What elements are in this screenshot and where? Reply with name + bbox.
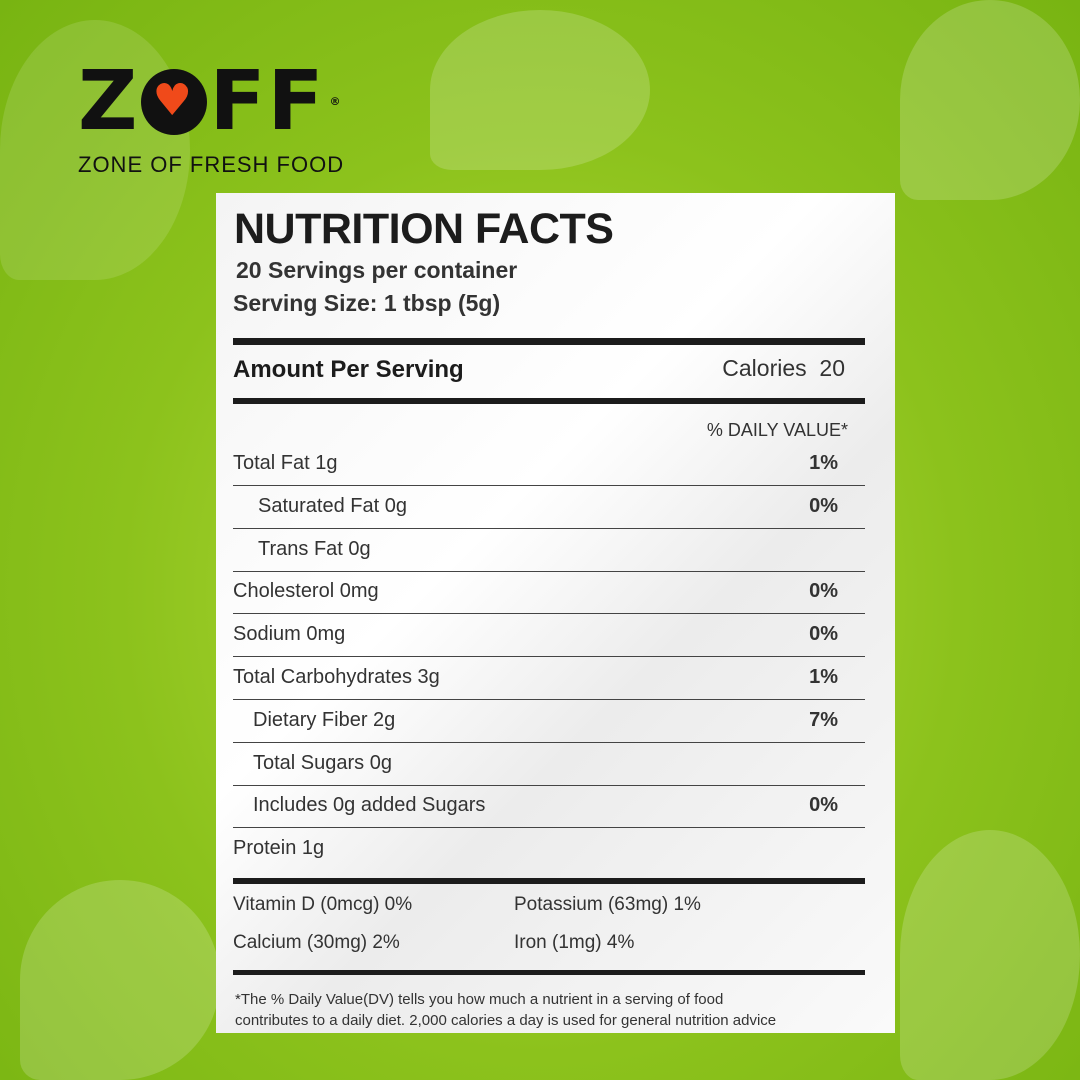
divider-thick: [233, 338, 865, 345]
label-title: NUTRITION FACTS: [234, 205, 614, 253]
daily-value-header: % DAILY VALUE*: [706, 420, 848, 440]
nutrient-daily-value: 0%: [809, 580, 838, 603]
nutrient-label: Cholesterol 0mg: [233, 580, 379, 603]
cilantro-leaf-decoration: [20, 880, 220, 1080]
brand-logo: Z ♥ FF ® ZONE OF FRESH FOOD: [78, 54, 345, 178]
divider-thick: [233, 970, 865, 975]
vitamin-d: Vitamin D (0mcg) 0%: [233, 894, 413, 915]
nutrient-daily-value: 0%: [809, 794, 838, 817]
brand-tagline: ZONE OF FRESH FOOD: [78, 152, 345, 177]
divider-thick: [233, 878, 865, 884]
nutrient-label: Sodium 0mg: [233, 623, 346, 646]
nutrient-label: Total Sugars 0g: [253, 751, 392, 774]
nutrient-label: Total Carbohydrates 3g: [233, 666, 440, 688]
nutrient-label: Total Fat 1g: [233, 452, 338, 474]
cilantro-leaf-decoration: [430, 10, 650, 170]
calcium: Calcium (30mg) 2%: [233, 932, 400, 953]
iron: Iron (1mg) 4%: [514, 932, 635, 953]
nutrient-daily-value: 1%: [809, 666, 838, 688]
nutrient-daily-value: 0%: [809, 623, 838, 646]
nutrient-daily-value: 1%: [809, 452, 838, 474]
nutrition-facts-panel: NUTRITION FACTS 20 Servings per containe…: [216, 193, 895, 1033]
nutrient-row: Includes 0g added Sugars 0%: [233, 785, 865, 829]
registered-mark: ®: [329, 95, 343, 108]
servings-per-container: 20 Servings per container: [236, 257, 518, 283]
serving-size: Serving Size: 1 tbsp (5g): [233, 290, 501, 316]
nutrient-daily-value: 7%: [809, 708, 838, 731]
divider-thick: [233, 398, 865, 404]
calories: Calories 20: [722, 355, 845, 381]
logo-letters: FF: [209, 54, 326, 149]
amount-per-serving: Amount Per Serving: [233, 356, 464, 383]
nutrient-label: Trans Fat 0g: [258, 537, 371, 560]
footnote-line: *The % Daily Value(DV) tells you how muc…: [235, 991, 724, 1008]
footnote: *The % Daily Value(DV) tells you how muc…: [235, 989, 776, 1031]
nutrient-row: Protein 1g: [233, 828, 865, 871]
cilantro-leaf-decoration: [0, 20, 190, 280]
nutrient-label: Dietary Fiber 2g: [253, 708, 396, 731]
nutrient-row: Dietary Fiber 2g 7%: [233, 700, 865, 743]
nutrient-row: Saturated Fat 0g 0%: [233, 486, 865, 529]
logo-letter: Z: [78, 54, 140, 149]
cilantro-leaf-decoration: [900, 830, 1080, 1080]
nutrient-label: Includes 0g added Sugars: [253, 794, 486, 817]
heart-icon: ♥: [141, 69, 208, 135]
footnote-line: contributes to a daily diet. 2,000 calor…: [235, 1012, 777, 1029]
nutrient-row: Total Fat 1g 1%: [233, 443, 865, 486]
nutrient-row: Sodium 0mg 0%: [233, 614, 865, 658]
nutrient-row: Total Sugars 0g: [233, 743, 865, 786]
nutrient-daily-value: 0%: [809, 494, 838, 517]
nutrient-label: Protein 1g: [233, 837, 325, 860]
nutrient-row: Trans Fat 0g: [233, 529, 865, 572]
nutrient-row: Total Carbohydrates 3g 1%: [233, 657, 865, 700]
potassium: Potassium (63mg) 1%: [514, 894, 701, 915]
nutrient-label: Saturated Fat 0g: [258, 494, 407, 517]
cilantro-leaf-decoration: [900, 0, 1080, 200]
nutrient-row: Cholesterol 0mg 0%: [233, 571, 865, 615]
